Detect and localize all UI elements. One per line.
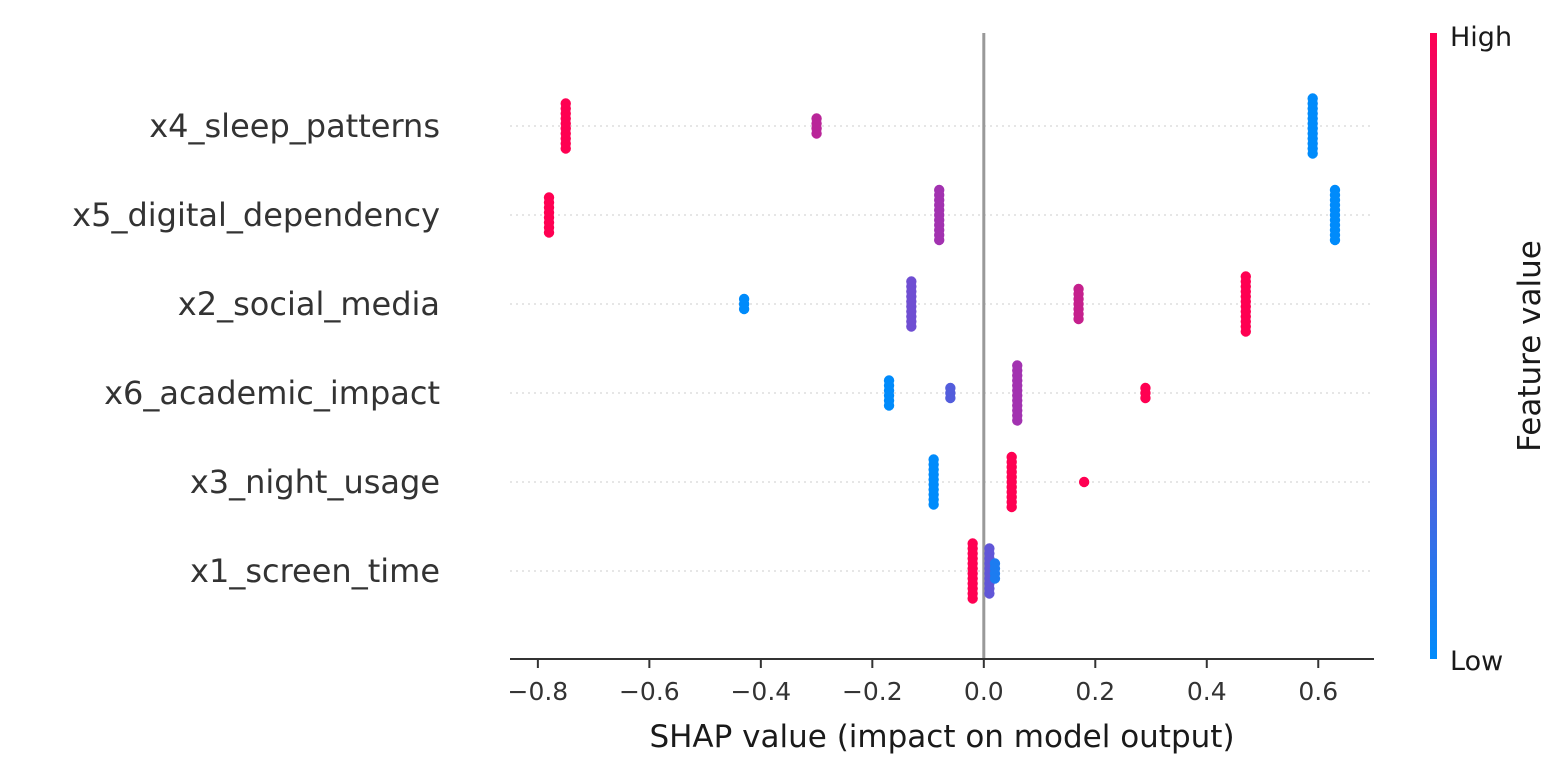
feature-label: x6_academic_impact: [104, 374, 440, 412]
x-tick-label: −0.4: [730, 677, 791, 706]
x-tick-label: 0.0: [964, 677, 1004, 706]
data-point: [1012, 415, 1023, 426]
x-tick-label: 0.4: [1187, 677, 1227, 706]
data-point: [883, 400, 895, 411]
data-point: [945, 392, 956, 404]
data-point: [1073, 313, 1084, 325]
colorbar-low-label: Low: [1450, 646, 1503, 677]
data-point: [560, 143, 571, 154]
data-point: [1006, 501, 1017, 513]
x-axis-ticks: −0.8 −0.6 −0.4 −0.2 0.0 0.2 0.4 0.6: [508, 659, 1338, 706]
x-tick-label: 0.2: [1075, 677, 1115, 706]
feature-label: x4_sleep_patterns: [149, 107, 440, 145]
data-point: [989, 573, 1001, 584]
data-point: [1307, 148, 1318, 159]
feature-label: x3_night_usage: [190, 463, 440, 501]
data-point: [928, 499, 939, 510]
data-point: [543, 227, 555, 238]
data-point: [811, 128, 822, 139]
data-point: [1329, 234, 1341, 246]
data-point: [738, 303, 750, 315]
data-point: [1078, 476, 1090, 488]
x-tick-label: −0.6: [619, 677, 680, 706]
x-tick-label: −0.8: [508, 677, 569, 706]
colorbar-title: Feature value: [1512, 240, 1548, 452]
x-tick-label: 0.6: [1298, 677, 1338, 706]
data-point: [934, 234, 945, 246]
x-axis-title: SHAP value (impact on model output): [649, 719, 1234, 755]
colorbar: High Low Feature value: [1430, 22, 1548, 677]
feature-gridlines: [510, 125, 1374, 572]
data-point: [967, 593, 978, 604]
feature-labels: x4_sleep_patterns x5_digital_dependency x2…: [72, 107, 440, 590]
x-tick-label: −0.2: [842, 677, 903, 706]
data-point: [1140, 392, 1151, 404]
data-points: [543, 93, 1341, 604]
data-point: [1240, 326, 1251, 337]
feature-label: x2_social_media: [178, 285, 440, 323]
feature-label: x5_digital_dependency: [72, 196, 440, 234]
data-point: [984, 588, 995, 599]
data-point: [906, 321, 917, 332]
colorbar-high-label: High: [1450, 22, 1512, 53]
colorbar-gradient: [1430, 33, 1437, 659]
feature-label: x1_screen_time: [190, 552, 440, 590]
